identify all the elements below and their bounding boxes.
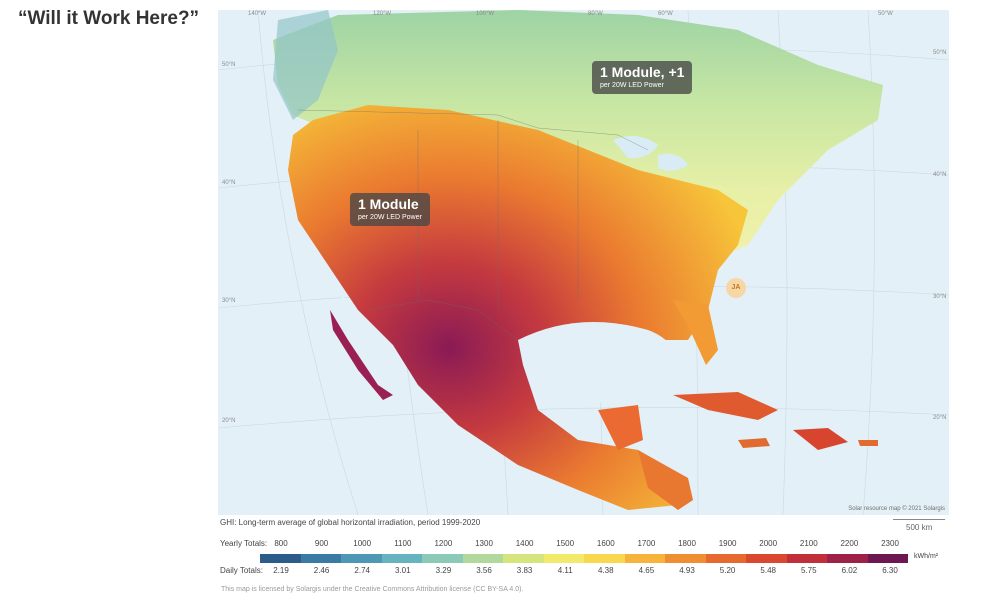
coord-label-30n-left: 30°N [222, 298, 236, 304]
callout-north: 1 Module, +1 per 20W LED Power [592, 61, 693, 94]
daily-tick-label: 5.75 [801, 566, 817, 575]
yearly-tick-label: 1200 [434, 539, 453, 548]
yearly-tick-label: 2300 [881, 539, 899, 548]
daily-tick-label: 5.48 [760, 566, 776, 575]
license-note: This map is licensed by Solargis under t… [221, 586, 524, 593]
coord-label-50w: 50°W [878, 11, 893, 17]
legend-swatch [260, 554, 301, 563]
daily-tick-label: 6.02 [841, 566, 858, 575]
coord-label-50n-left: 50°N [222, 62, 236, 68]
legend-swatch [584, 554, 625, 563]
yearly-tick-label: 2100 [799, 539, 818, 548]
solar-irradiation-map: 140°W 120°W 100°W 80°W 60°W 50°W 50°N 40… [218, 10, 949, 515]
map-graphic [218, 10, 949, 515]
yearly-tick-label: 900 [314, 539, 329, 548]
coord-label-40n-left: 40°N [222, 180, 236, 186]
daily-tick-label: 3.01 [395, 566, 411, 575]
legend-unit: kWh/m² [914, 553, 939, 560]
coord-label-40n-right: 40°N [933, 172, 947, 178]
daily-totals-label: Daily Totals: [220, 566, 263, 575]
legend-swatch [543, 554, 584, 563]
yearly-tick-label: 1000 [353, 539, 372, 548]
coord-label-140w: 140°W [248, 11, 267, 17]
legend-swatch [300, 554, 341, 563]
callout-north-subtitle: per 20W LED Power [600, 82, 664, 89]
yearly-tick-label: 1300 [475, 539, 493, 548]
daily-tick-label: 4.11 [557, 566, 573, 575]
coord-label-60w: 60°W [658, 11, 673, 17]
daily-tick-label: 6.30 [882, 566, 898, 575]
coord-label-20n-right: 20°N [933, 415, 947, 421]
yearly-tick-label: 1800 [678, 539, 696, 548]
legend-swatch [462, 554, 503, 563]
legend-swatch [705, 554, 746, 563]
legend-swatch [665, 554, 706, 563]
yearly-tick-label: 2000 [759, 539, 778, 548]
legend-swatch [827, 554, 868, 563]
yearly-tick-label: 1900 [718, 539, 737, 548]
legend-swatch [503, 554, 544, 563]
yearly-tick-label: 1500 [556, 539, 575, 548]
legend-caption: GHI: Long-term average of global horizon… [220, 518, 481, 527]
daily-tick-label: 4.93 [679, 566, 695, 575]
legend-swatch [381, 554, 422, 563]
daily-tick-label: 2.74 [354, 566, 370, 575]
daily-tick-label: 5.20 [719, 566, 736, 575]
slide-title: “Will it Work Here?” [18, 8, 200, 29]
callout-south: 1 Module per 20W LED Power [350, 193, 430, 226]
yearly-tick-label: 1700 [637, 539, 656, 548]
yearly-tick-label: 1400 [515, 539, 534, 548]
daily-tick-label: 4.38 [598, 566, 614, 575]
daily-tick-label: 3.83 [516, 566, 533, 575]
legend-swatch [341, 554, 382, 563]
scale-label: 500 km [906, 523, 933, 532]
legend-color-bar [260, 554, 908, 563]
yearly-totals-label: Yearly Totals: [220, 539, 268, 548]
coord-label-120w: 120°W [373, 11, 392, 17]
callout-south-subtitle: per 20W LED Power [358, 214, 422, 221]
coord-label-50n-right: 50°N [933, 50, 947, 56]
legend-swatch [786, 554, 827, 563]
daily-tick-label: 4.65 [638, 566, 655, 575]
yearly-tick-label: 1100 [394, 539, 412, 548]
legend-swatch [746, 554, 787, 563]
coord-label-80w: 80°W [588, 11, 603, 17]
legend-swatch [422, 554, 463, 563]
map-credit: Solar resource map © 2021 Solargis [848, 506, 945, 512]
legend-swatch [867, 554, 908, 563]
daily-tick-label: 3.29 [435, 566, 452, 575]
daily-tick-label: 3.56 [476, 566, 492, 575]
callout-south-title: 1 Module [358, 196, 419, 212]
coord-label-20n-left: 20°N [222, 418, 236, 424]
location-marker: JA [726, 278, 746, 298]
daily-tick-label: 2.19 [273, 566, 289, 575]
coord-label-30n-right: 30°N [933, 294, 947, 300]
daily-tick-label: 2.46 [313, 566, 330, 575]
yearly-tick-label: 2200 [840, 539, 859, 548]
yearly-tick-label: 800 [274, 539, 288, 548]
scale-bar [893, 519, 945, 520]
legend-swatch [624, 554, 665, 563]
coord-label-100w: 100°W [476, 11, 495, 17]
yearly-tick-label: 1600 [596, 539, 615, 548]
callout-north-title: 1 Module, +1 [600, 64, 685, 80]
